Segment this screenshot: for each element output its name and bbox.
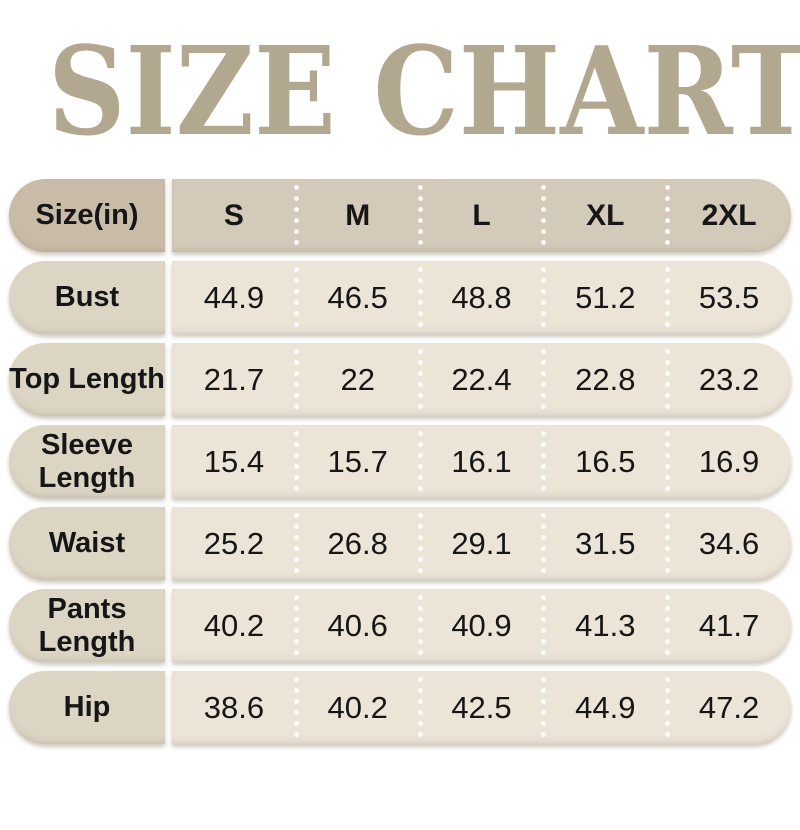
value-cell: 44.9 (541, 671, 667, 744)
row-label: Waist (9, 507, 165, 580)
value-cell: 22.4 (417, 343, 544, 416)
row-values: 40.2 40.6 40.9 41.3 41.7 (172, 589, 791, 662)
table-row: Pants Length 40.2 40.6 40.9 41.3 41.7 (9, 589, 791, 662)
row-values: 44.9 46.5 48.8 51.2 53.5 (172, 261, 791, 334)
table-row: Sleeve Length 15.4 15.7 16.1 16.5 16.9 (9, 425, 791, 498)
header-size-2xl: 2XL (665, 179, 791, 252)
value-cell: 44.9 (203, 279, 265, 315)
row-values: 21.7 22 22.4 22.8 23.2 (172, 343, 791, 416)
value-cell: 26.8 (293, 507, 420, 580)
value-cell: 40.6 (293, 589, 420, 662)
header-size-s: S (223, 198, 244, 232)
row-label: Hip (9, 671, 165, 744)
row-values: 25.2 26.8 29.1 31.5 34.6 (172, 507, 791, 580)
value-cell: 16.9 (665, 425, 791, 498)
value-cell: 22 (293, 343, 420, 416)
table-header-row: Size(in) S M L XL 2XL (9, 179, 791, 252)
row-label: Sleeve Length (9, 425, 165, 498)
row-label: Bust (9, 261, 165, 334)
value-cell: 40.9 (417, 589, 544, 662)
value-cell: 40.2 (203, 607, 265, 643)
value-cell: 23.2 (665, 343, 791, 416)
row-values: 38.6 40.2 42.5 44.9 47.2 (172, 671, 791, 744)
value-cell: 22.8 (541, 343, 667, 416)
value-cell: 15.7 (293, 425, 420, 498)
row-label: Pants Length (9, 589, 165, 662)
value-cell: 16.5 (541, 425, 667, 498)
header-size-l: L (417, 179, 544, 252)
value-cell: 48.8 (417, 261, 544, 334)
table-body: Bust 44.9 46.5 48.8 51.2 53.5 Top Length 21.7 22… (9, 261, 791, 744)
header-size-unit-cell: Size(in) (9, 179, 165, 252)
row-values: 15.4 15.7 16.1 16.5 16.9 (172, 425, 791, 498)
header-size-xl: XL (541, 179, 667, 252)
page-title: SIZE CHART (48, 19, 800, 163)
table-row: Hip 38.6 40.2 42.5 44.9 47.2 (9, 671, 791, 744)
header-size-columns: S M L XL 2XL (172, 179, 791, 252)
row-label: Top Length (9, 343, 165, 416)
size-chart-page: SIZE CHART Size(in) S M L XL 2XL Bust 44.9 46.… (0, 30, 800, 830)
value-cell: 40.2 (293, 671, 420, 744)
value-cell: 42.5 (417, 671, 544, 744)
value-cell: 25.2 (203, 525, 265, 561)
table-row: Bust 44.9 46.5 48.8 51.2 53.5 (9, 261, 791, 334)
value-cell: 51.2 (541, 261, 667, 334)
value-cell: 34.6 (665, 507, 791, 580)
size-table: Size(in) S M L XL 2XL Bust 44.9 46.5 48.8 51.2 53… (9, 179, 791, 744)
value-cell: 41.3 (541, 589, 667, 662)
header-size-m: M (293, 179, 420, 252)
table-row: Waist 25.2 26.8 29.1 31.5 34.6 (9, 507, 791, 580)
value-cell: 16.1 (417, 425, 544, 498)
value-cell: 53.5 (665, 261, 791, 334)
value-cell: 41.7 (665, 589, 791, 662)
value-cell: 29.1 (417, 507, 544, 580)
value-cell: 21.7 (203, 361, 265, 397)
value-cell: 31.5 (541, 507, 667, 580)
value-cell: 38.6 (203, 689, 265, 725)
value-cell: 15.4 (203, 443, 265, 479)
table-row: Top Length 21.7 22 22.4 22.8 23.2 (9, 343, 791, 416)
value-cell: 47.2 (665, 671, 791, 744)
value-cell: 46.5 (293, 261, 420, 334)
